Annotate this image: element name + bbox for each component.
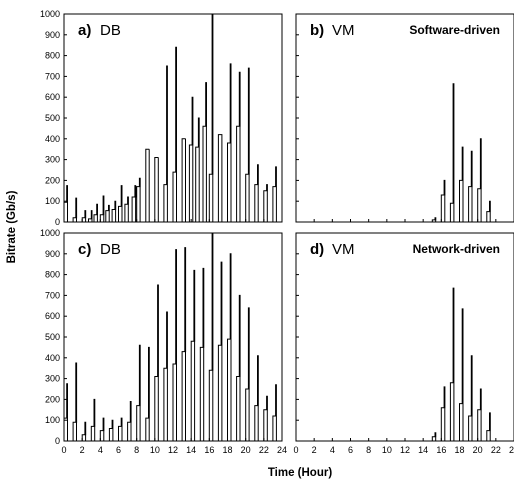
panel-tag: Network-driven xyxy=(413,242,500,256)
y-tick-label: 200 xyxy=(45,394,60,404)
x-tick-label: 2 xyxy=(80,445,85,455)
y-tick-label: 600 xyxy=(45,311,60,321)
y-tick-label: 700 xyxy=(45,290,60,300)
panel-letter: b) xyxy=(310,22,324,39)
y-tick-label: 400 xyxy=(45,134,60,144)
y-tick-label: 100 xyxy=(45,415,60,425)
panel-name: DB xyxy=(100,22,121,39)
y-tick-label: 300 xyxy=(45,374,60,384)
x-tick-label: 16 xyxy=(436,445,446,455)
y-axis-title: Bitrate (Gb/s) xyxy=(6,190,18,263)
x-tick-label: 14 xyxy=(186,445,196,455)
x-axis-title: Time (Hour) xyxy=(268,467,332,479)
x-tick-label: 22 xyxy=(491,445,501,455)
x-tick-label: 18 xyxy=(222,445,232,455)
bitrate-series-line xyxy=(296,83,514,223)
y-tick-label: 500 xyxy=(45,332,60,342)
x-tick-label: 18 xyxy=(454,445,464,455)
y-tick-label: 1000 xyxy=(40,228,60,238)
x-tick-label: 20 xyxy=(473,445,483,455)
panel-letter: c) xyxy=(78,241,91,258)
panel-0: 0 100 200 300 400 500 600 700 800 900 1000 a) DB xyxy=(40,9,283,227)
x-tick-label: 24 xyxy=(509,445,514,455)
x-tick-label: 8 xyxy=(134,445,139,455)
panel-letter: d) xyxy=(310,241,324,258)
y-tick-label: 800 xyxy=(45,270,60,280)
x-tick-label: 0 xyxy=(61,445,66,455)
x-tick-label: 0 xyxy=(293,445,298,455)
x-tick-label: 2 xyxy=(312,445,317,455)
x-tick-label: 22 xyxy=(259,445,269,455)
y-tick-label: 300 xyxy=(45,155,60,165)
bitrate-series-line xyxy=(296,287,514,442)
x-tick-label: 12 xyxy=(400,445,410,455)
x-tick-label: 14 xyxy=(418,445,428,455)
x-tick-label: 16 xyxy=(204,445,214,455)
bitrate-series-line xyxy=(63,232,282,442)
x-tick-label: 6 xyxy=(348,445,353,455)
y-tick-label: 1000 xyxy=(40,9,60,19)
y-tick-label: 800 xyxy=(45,51,60,61)
panel-tag: Software-driven xyxy=(409,23,500,37)
panel-name: VM xyxy=(332,241,355,258)
y-tick-label: 600 xyxy=(45,92,60,102)
y-tick-label: 0 xyxy=(55,217,60,227)
x-tick-label: 10 xyxy=(382,445,392,455)
panel-1: b) VM Software-driven xyxy=(295,13,514,223)
y-tick-label: 400 xyxy=(45,353,60,363)
y-tick-label: 500 xyxy=(45,113,60,123)
y-tick-label: 100 xyxy=(45,196,60,206)
x-tick-label: 4 xyxy=(330,445,335,455)
x-tick-label: 12 xyxy=(168,445,178,455)
x-tick-label: 24 xyxy=(277,445,287,455)
panel-name: DB xyxy=(100,241,121,258)
panel-name: VM xyxy=(332,22,355,39)
y-tick-label: 200 xyxy=(45,175,60,185)
x-tick-label: 10 xyxy=(150,445,160,455)
x-tick-label: 20 xyxy=(241,445,251,455)
bitrate-series-line xyxy=(63,13,282,223)
y-tick-label: 900 xyxy=(45,30,60,40)
y-tick-label: 900 xyxy=(45,249,60,259)
x-tick-label: 4 xyxy=(98,445,103,455)
x-tick-label: 8 xyxy=(366,445,371,455)
y-tick-label: 700 xyxy=(45,71,60,81)
panel-letter: a) xyxy=(78,22,91,39)
x-tick-label: 6 xyxy=(116,445,121,455)
y-tick-label: 0 xyxy=(55,436,60,446)
